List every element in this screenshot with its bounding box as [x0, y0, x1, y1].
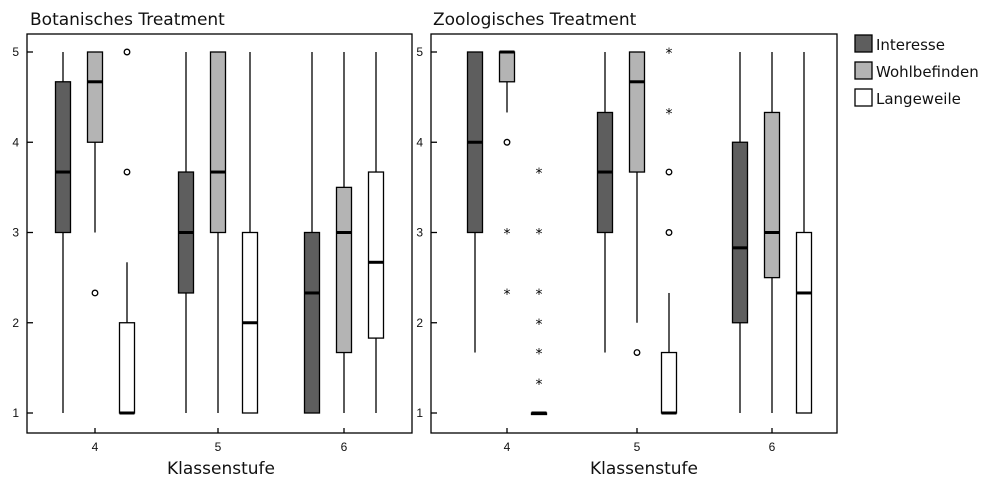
- box-iqr: [86, 51, 104, 143]
- box-interesse-klasse-5: [177, 52, 195, 413]
- box-iqr: [118, 322, 136, 414]
- legend-swatch-wohlbefinden: [854, 61, 873, 80]
- outlier-star: *: [536, 227, 543, 243]
- outlier-circle: [91, 289, 99, 297]
- box-langeweile-klasse-4: * * * * * *: [530, 166, 548, 416]
- x-axis-label: Klassenstufe: [167, 459, 275, 479]
- box-iqr: [628, 51, 646, 173]
- outlier-circle: [665, 168, 673, 176]
- x-tick-label: 5: [215, 440, 222, 454]
- legend-item-wohlbefinden: Wohlbefinden: [854, 61, 979, 81]
- x-tick-label: 4: [92, 440, 99, 454]
- box-iqr: [731, 141, 749, 324]
- outlier-star: *: [504, 227, 511, 243]
- y-tick-label: 4: [416, 135, 423, 149]
- outlier-star: *: [536, 287, 543, 303]
- box-iqr: [367, 171, 385, 339]
- box-iqr: [54, 81, 72, 234]
- outlier-star: *: [536, 166, 543, 182]
- x-tick-label: 4: [504, 440, 511, 454]
- box-interesse-klasse-6: [731, 52, 749, 413]
- y-tick-label: 3: [416, 226, 423, 240]
- box-langeweile-klasse-5: [241, 52, 259, 414]
- legend-swatch-interesse: [854, 34, 873, 53]
- box-iqr: [303, 231, 321, 414]
- outlier-star: *: [536, 347, 543, 363]
- box-wohlbefinden-klasse-6: [335, 52, 353, 413]
- y-tick-label: 4: [12, 135, 19, 149]
- panel-title: Zoologisches Treatment: [433, 10, 637, 30]
- y-tick-label: 1: [416, 406, 423, 420]
- box-langeweile-klasse-6: [367, 52, 385, 413]
- box-iqr: [209, 51, 227, 234]
- panel-title: Botanisches Treatment: [30, 10, 225, 30]
- box-iqr: [660, 351, 678, 414]
- outlier-circle: [503, 138, 511, 146]
- y-tick-label: 5: [12, 45, 19, 59]
- y-tick-label: 2: [12, 316, 19, 330]
- outlier-circle: [123, 48, 131, 56]
- x-tick-label: 6: [769, 440, 776, 454]
- box-iqr: [763, 111, 781, 279]
- outlier-star: *: [666, 106, 673, 122]
- legend-label-interesse: Interesse: [876, 36, 945, 54]
- legend-item-langeweile: Langeweile: [854, 88, 961, 108]
- y-tick-label: 1: [12, 406, 19, 420]
- box-langeweile-klasse-5: **: [660, 46, 678, 415]
- plot-frame: [26, 33, 413, 434]
- panel-zoological: Zoologisches Treatment Klassenstufe 1 2 3 4…: [416, 10, 838, 479]
- outlier-circle: [123, 168, 131, 176]
- x-axis-label: Klassenstufe: [590, 459, 698, 479]
- box-langeweile-klasse-6: [795, 52, 813, 414]
- outlier-star: *: [666, 46, 673, 62]
- box-iqr: [795, 231, 813, 414]
- outlier-circle: [665, 229, 673, 236]
- y-tick-label: 5: [416, 45, 423, 59]
- y-tick-label: 3: [12, 226, 19, 240]
- legend-item-interesse: Interesse: [854, 34, 945, 54]
- box-iqr: [335, 186, 353, 354]
- box-interesse-klasse-5: [596, 52, 614, 353]
- x-tick-label: 5: [634, 440, 641, 454]
- legend-swatch-langeweile: [854, 88, 873, 107]
- x-tick-label: 6: [341, 440, 348, 454]
- box-interesse-klasse-4: [466, 51, 484, 353]
- box-wohlbefinden-klasse-4: [86, 51, 104, 297]
- plot-frame: [430, 33, 838, 434]
- box-langeweile-klasse-4: [118, 48, 136, 415]
- legend: Interesse Wohlbefinden Langeweile: [854, 34, 979, 108]
- box-wohlbefinden-klasse-5: [209, 51, 227, 413]
- outlier-circle: [633, 349, 641, 356]
- y-tick-label: 2: [416, 316, 423, 330]
- box-interesse-klasse-6: [303, 52, 321, 414]
- box-wohlbefinden-klasse-5: [628, 51, 646, 356]
- box-interesse-klasse-4: [54, 52, 72, 413]
- box-wohlbefinden-klasse-6: [763, 52, 781, 413]
- outlier-star: *: [504, 287, 511, 303]
- legend-label-wohlbefinden: Wohlbefinden: [876, 63, 979, 81]
- legend-label-langeweile: Langeweile: [876, 90, 961, 108]
- box-wohlbefinden-klasse-4: **: [498, 50, 516, 303]
- outlier-star: *: [536, 317, 543, 333]
- panel-botanical: Botanisches Treatment Klassenstufe 1 2 3 4 5…: [12, 10, 413, 479]
- outlier-star: *: [536, 377, 543, 393]
- box-iqr: [498, 51, 516, 83]
